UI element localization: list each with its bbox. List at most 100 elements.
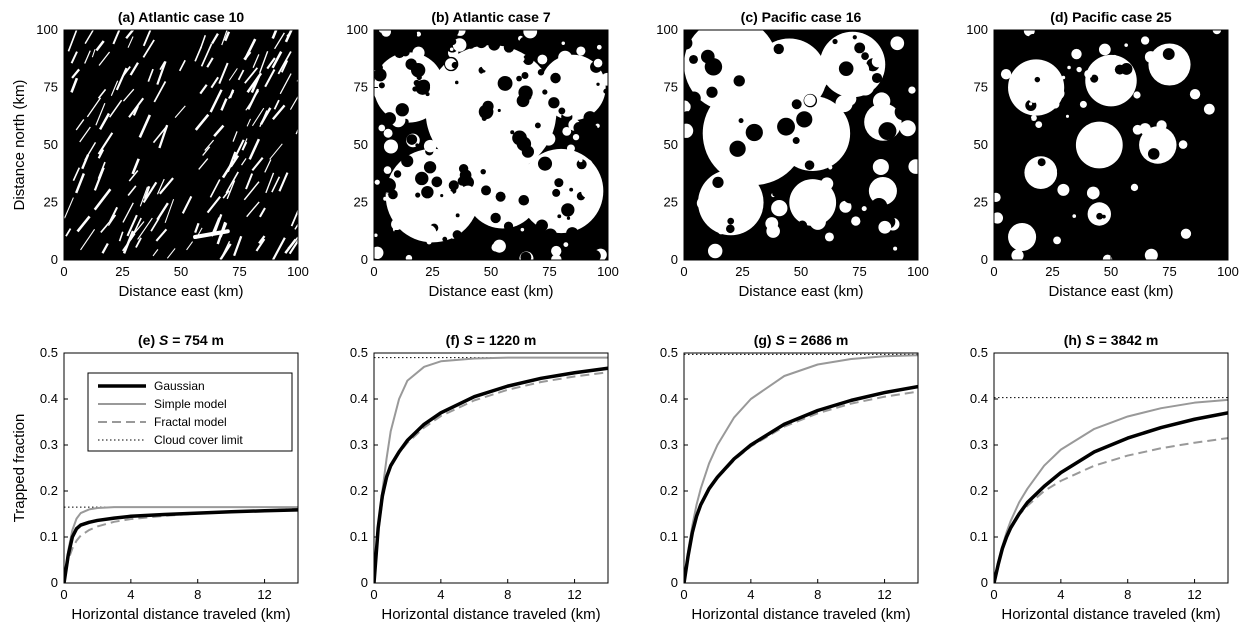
cloud-streak bbox=[294, 223, 298, 230]
cloud-streak bbox=[252, 54, 260, 69]
cloud-streak bbox=[273, 99, 280, 110]
cloud-speck bbox=[566, 144, 575, 153]
cloud-speck bbox=[1181, 61, 1188, 68]
y-tick-label: 0.1 bbox=[660, 529, 678, 544]
cloud-streak bbox=[186, 241, 194, 251]
cloud-streak bbox=[91, 49, 96, 58]
y-tick-label: 0.4 bbox=[660, 391, 678, 406]
x-tick-label: 12 bbox=[877, 587, 891, 602]
cloud-speck bbox=[503, 42, 515, 53]
cloud-streak bbox=[65, 228, 72, 237]
cloud-streak bbox=[296, 78, 298, 82]
cloud-mask-image bbox=[64, 30, 298, 260]
cloud-speck bbox=[1005, 162, 1015, 173]
x-tick-label: 0 bbox=[60, 264, 67, 279]
cloud-speck bbox=[1056, 168, 1063, 175]
cloud-streak bbox=[221, 30, 228, 46]
cloud-speck bbox=[692, 233, 706, 247]
cloud-speck bbox=[706, 137, 713, 144]
cloud-speck bbox=[801, 233, 809, 240]
cloud-speck bbox=[523, 30, 538, 39]
series-line-fractal-model bbox=[994, 437, 1228, 583]
cloud-streak bbox=[272, 237, 286, 260]
cloud-streak bbox=[287, 236, 298, 250]
cloud-speck bbox=[1028, 102, 1033, 106]
x-tick-label: 50 bbox=[794, 264, 808, 279]
cloud-speck bbox=[490, 212, 501, 224]
cloud-speck bbox=[804, 94, 816, 107]
cloud-speck bbox=[881, 109, 886, 115]
cloud-streak bbox=[200, 43, 213, 67]
cloud-speck bbox=[562, 126, 572, 136]
y-tick-label: 100 bbox=[36, 22, 58, 37]
y-tick-label: 75 bbox=[354, 80, 368, 95]
cloud-speck bbox=[374, 88, 386, 100]
cloud-speck bbox=[816, 254, 821, 259]
cloud-speck bbox=[696, 196, 711, 210]
cloud-streak bbox=[211, 33, 219, 45]
cloud-speck bbox=[1215, 97, 1223, 105]
cloud-speck bbox=[574, 58, 583, 67]
cloud-streak bbox=[277, 51, 292, 75]
y-tick-label: 0.2 bbox=[40, 483, 58, 498]
cloud-streak bbox=[174, 105, 186, 118]
cloud-streak bbox=[218, 62, 229, 85]
x-axis-label: Distance east (km) bbox=[118, 283, 243, 300]
plot-area bbox=[994, 397, 1228, 583]
cloud-speck bbox=[771, 199, 788, 217]
cloud-streak bbox=[71, 68, 81, 79]
cloud-speck bbox=[418, 79, 431, 92]
trapped-fraction-panel-4: (h) S = 3842 m 0 4 8 12 0 0.1 0.2 0.3 0.4 0.5 Horiz… bbox=[970, 332, 1229, 623]
cloud-speck bbox=[871, 55, 884, 68]
cloud-streak bbox=[228, 89, 235, 99]
cloud-streak bbox=[178, 59, 186, 72]
x-tick-label: 0 bbox=[680, 264, 687, 279]
cloud-streak bbox=[95, 40, 105, 52]
y-axis-label: Trapped fraction bbox=[11, 414, 28, 523]
cloud-speck bbox=[418, 38, 426, 46]
cloud-blob bbox=[775, 96, 851, 171]
cloud-speck bbox=[1030, 115, 1037, 122]
y-tick-label: 0 bbox=[981, 575, 988, 590]
cloud-speck bbox=[520, 227, 525, 232]
cloud-speck bbox=[1144, 248, 1158, 260]
x-tick-label: 0 bbox=[680, 587, 687, 602]
cloud-speck bbox=[516, 75, 522, 82]
cloud-speck bbox=[792, 137, 800, 145]
cloud-streak bbox=[79, 126, 91, 143]
cloud-streak bbox=[166, 248, 176, 259]
cloud-speck bbox=[435, 195, 441, 201]
cloud-speck bbox=[1113, 192, 1118, 197]
cloud-speck bbox=[521, 145, 535, 158]
panel-title: (d) Pacific case 25 bbox=[1050, 9, 1172, 25]
cloud-speck bbox=[1045, 188, 1055, 198]
cloud-speck bbox=[518, 85, 533, 100]
cloud-streak bbox=[153, 81, 167, 103]
cloud-speck bbox=[479, 176, 492, 190]
cloud-streak bbox=[131, 158, 140, 175]
cloud-speck bbox=[852, 181, 868, 197]
x-axis-label: Horizontal distance traveled (km) bbox=[381, 606, 600, 623]
cloud-speck bbox=[405, 254, 413, 260]
cloud-speck bbox=[1020, 114, 1032, 126]
y-tick-label: 100 bbox=[346, 22, 368, 37]
cloud-speck bbox=[851, 216, 861, 226]
cloud-speck bbox=[390, 233, 403, 245]
cloud-speck bbox=[475, 35, 488, 49]
cloud-blob bbox=[868, 176, 897, 206]
cloud-streak bbox=[138, 114, 152, 138]
cloud-speck bbox=[1098, 43, 1111, 56]
x-tick-label: 12 bbox=[257, 587, 271, 602]
cloud-speck bbox=[590, 128, 600, 138]
cloud-speck bbox=[809, 213, 826, 230]
x-tick-label: 4 bbox=[747, 587, 754, 602]
cloud-streak bbox=[271, 30, 278, 40]
cloud-speck bbox=[374, 36, 384, 46]
x-tick-label: 8 bbox=[504, 587, 511, 602]
cloud-speck bbox=[1028, 91, 1040, 103]
cloud-blob bbox=[1008, 59, 1065, 116]
cloud-speck bbox=[1052, 87, 1065, 100]
x-tick-label: 75 bbox=[1162, 264, 1176, 279]
cloud-speck bbox=[442, 236, 448, 242]
cloud-speck bbox=[454, 80, 459, 85]
